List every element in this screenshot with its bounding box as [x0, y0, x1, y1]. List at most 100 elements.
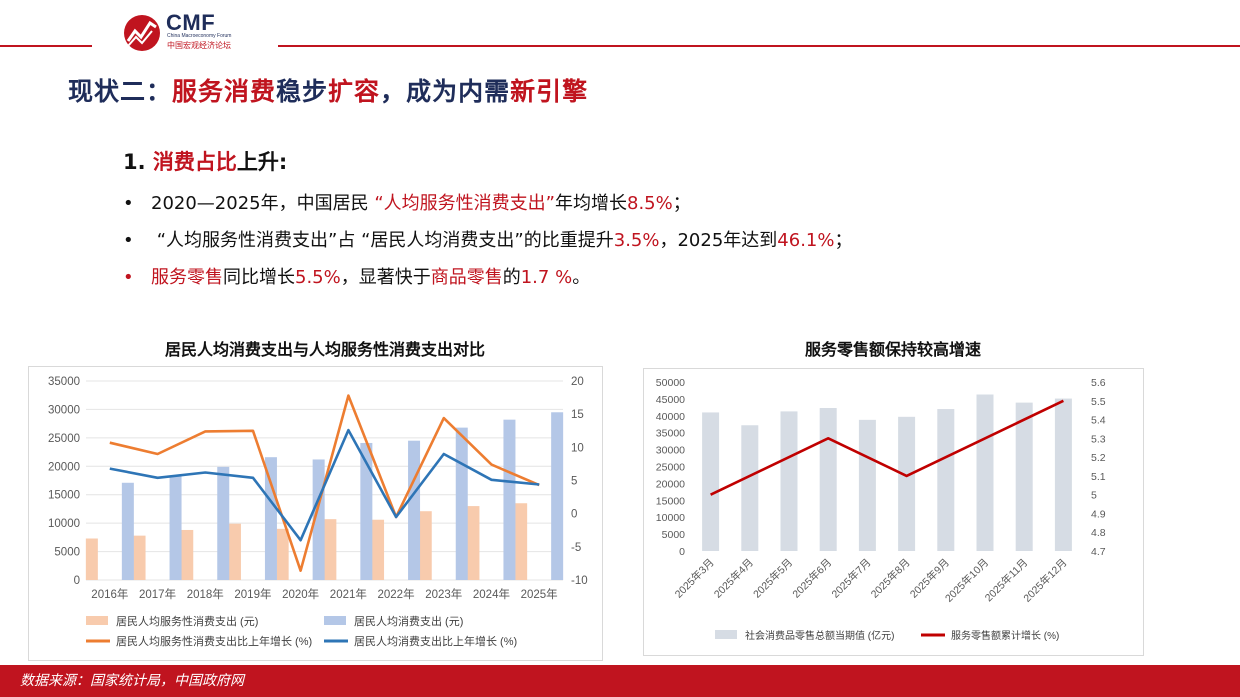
bar — [515, 503, 528, 580]
header-rule-left — [0, 45, 92, 47]
bar — [467, 506, 480, 580]
slide-title: 现状二：服务消费稳步扩容，成为内需新引擎 — [68, 77, 589, 106]
source-note: 数据来源：国家统计局，中国政府网 — [20, 673, 244, 689]
y-left-tick-label: 40000 — [656, 411, 685, 423]
y-right-tick-label: 5.4 — [1091, 415, 1106, 427]
bar — [937, 409, 955, 551]
x-tick-label: 2023年 — [425, 587, 462, 601]
bar — [228, 523, 241, 580]
y-right-tick-label: 5.3 — [1091, 433, 1106, 445]
bar — [741, 425, 759, 551]
legend-swatch — [86, 616, 108, 625]
chart-title: 服务零售额保持较高增速 — [804, 340, 981, 359]
y-left-tick-label: 10000 — [48, 518, 80, 530]
y-right-tick-label: -10 — [571, 575, 588, 587]
cmf-logo-icon — [124, 15, 160, 51]
y-left-tick-label: 0 — [74, 575, 80, 587]
legend-label: 居民人均消费支出比上年增长 (%) — [354, 634, 517, 648]
y-left-tick-label: 50000 — [656, 377, 685, 389]
legend-label: 服务零售额累计增长 (%) — [951, 629, 1059, 642]
legend-swatch — [715, 630, 737, 639]
bar — [780, 411, 798, 551]
bar — [85, 538, 98, 580]
bar — [819, 408, 837, 551]
y-right-tick-label: 4.9 — [1091, 508, 1106, 520]
bar — [419, 511, 432, 580]
y-right-tick-label: 5.2 — [1091, 452, 1106, 464]
header-rule-right — [278, 45, 1240, 47]
legend-label: 居民人均消费支出 (元) — [354, 614, 463, 628]
bullet-item: • “人均服务性消费支出”占 “居民人均消费支出”的比重提升3.5%，2025年… — [123, 230, 853, 251]
bar — [858, 419, 876, 551]
bar — [1015, 402, 1033, 551]
y-right-tick-label: 10 — [571, 442, 584, 454]
y-right-tick-label: 5 — [1091, 490, 1097, 502]
bar — [898, 416, 916, 551]
x-tick-label: 2025年8月 — [868, 556, 913, 601]
x-tick-label: 2025年 — [521, 587, 558, 601]
logo-chinese: 中国宏观经济论坛 — [167, 41, 231, 50]
y-left-tick-label: 20000 — [48, 461, 80, 473]
y-right-tick-label: 15 — [571, 409, 584, 421]
bar — [702, 412, 720, 551]
y-right-tick-label: 5 — [571, 476, 577, 488]
section-heading: 1. 消费占比上升: — [123, 150, 288, 174]
y-right-tick-label: 5.6 — [1091, 377, 1106, 389]
x-tick-label: 2025年5月 — [750, 556, 795, 601]
legend-label: 社会消费品零售总额当期值 (亿元) — [745, 629, 894, 642]
y-left-tick-label: 15000 — [656, 495, 685, 507]
series-line — [109, 428, 540, 542]
chart-left-svg: 0 5000 10000 15000 20000 25000 30000 35000 -10 -5… — [48, 376, 588, 648]
legend-swatch — [324, 616, 346, 625]
bullet-item: • 2020—2025年，中国居民 “人均服务性消费支出”年均增长8.5%； — [123, 193, 691, 214]
series-line — [710, 399, 1064, 496]
y-left-tick-label: 35000 — [656, 428, 685, 440]
bar — [455, 427, 468, 580]
y-right-tick-label: 5.5 — [1091, 396, 1106, 408]
legend-label: 居民人均服务性消费支出比上年增长 (%) — [116, 634, 312, 648]
footer-bar — [0, 665, 1240, 697]
bar — [181, 529, 194, 580]
logo-text: CMF — [166, 10, 216, 35]
y-right-tick-label: 4.8 — [1091, 527, 1106, 539]
x-tick-label: 2025年3月 — [672, 556, 717, 601]
bar — [217, 466, 230, 580]
x-tick-label: 2019年 — [234, 587, 271, 601]
y-left-tick-label: 20000 — [656, 478, 685, 490]
bar — [169, 475, 182, 580]
y-right-tick-label: 5.1 — [1091, 471, 1106, 483]
y-left-tick-label: 5000 — [54, 547, 80, 559]
bar — [372, 519, 385, 580]
bar — [360, 442, 373, 580]
x-tick-label: 2025年4月 — [711, 556, 756, 601]
y-right-tick-label: 20 — [571, 376, 584, 388]
x-tick-label: 2025年7月 — [829, 556, 874, 601]
bar — [551, 412, 564, 580]
x-tick-label: 2018年 — [187, 587, 224, 601]
legend-label: 居民人均服务性消费支出 (元) — [116, 614, 258, 628]
bar — [976, 394, 994, 551]
bar — [324, 519, 337, 580]
y-right-tick-label: 4.7 — [1091, 546, 1106, 558]
y-left-tick-label: 5000 — [662, 529, 686, 541]
y-left-tick-label: 30000 — [48, 404, 80, 416]
y-right-tick-label: 0 — [571, 509, 577, 521]
x-tick-label: 2021年 — [330, 587, 367, 601]
x-tick-label: 2025年6月 — [790, 556, 835, 601]
y-right-tick-label: -5 — [571, 542, 581, 554]
bar — [276, 528, 289, 580]
x-tick-label: 2017年 — [139, 587, 176, 601]
bar — [503, 419, 516, 580]
y-left-tick-label: 35000 — [48, 376, 80, 388]
y-left-tick-label: 0 — [679, 546, 685, 558]
bar — [1054, 398, 1072, 551]
chart-title: 居民人均消费支出与人均服务性消费支出对比 — [164, 340, 485, 359]
logo-english: China Macroeconomy Forum — [167, 33, 232, 39]
y-left-tick-label: 30000 — [656, 445, 685, 457]
x-tick-label: 2024年 — [473, 587, 510, 601]
x-tick-label: 2016年 — [91, 587, 128, 601]
bar — [264, 457, 277, 580]
bar — [121, 482, 134, 580]
y-left-tick-label: 10000 — [656, 512, 685, 524]
bar — [133, 535, 146, 580]
